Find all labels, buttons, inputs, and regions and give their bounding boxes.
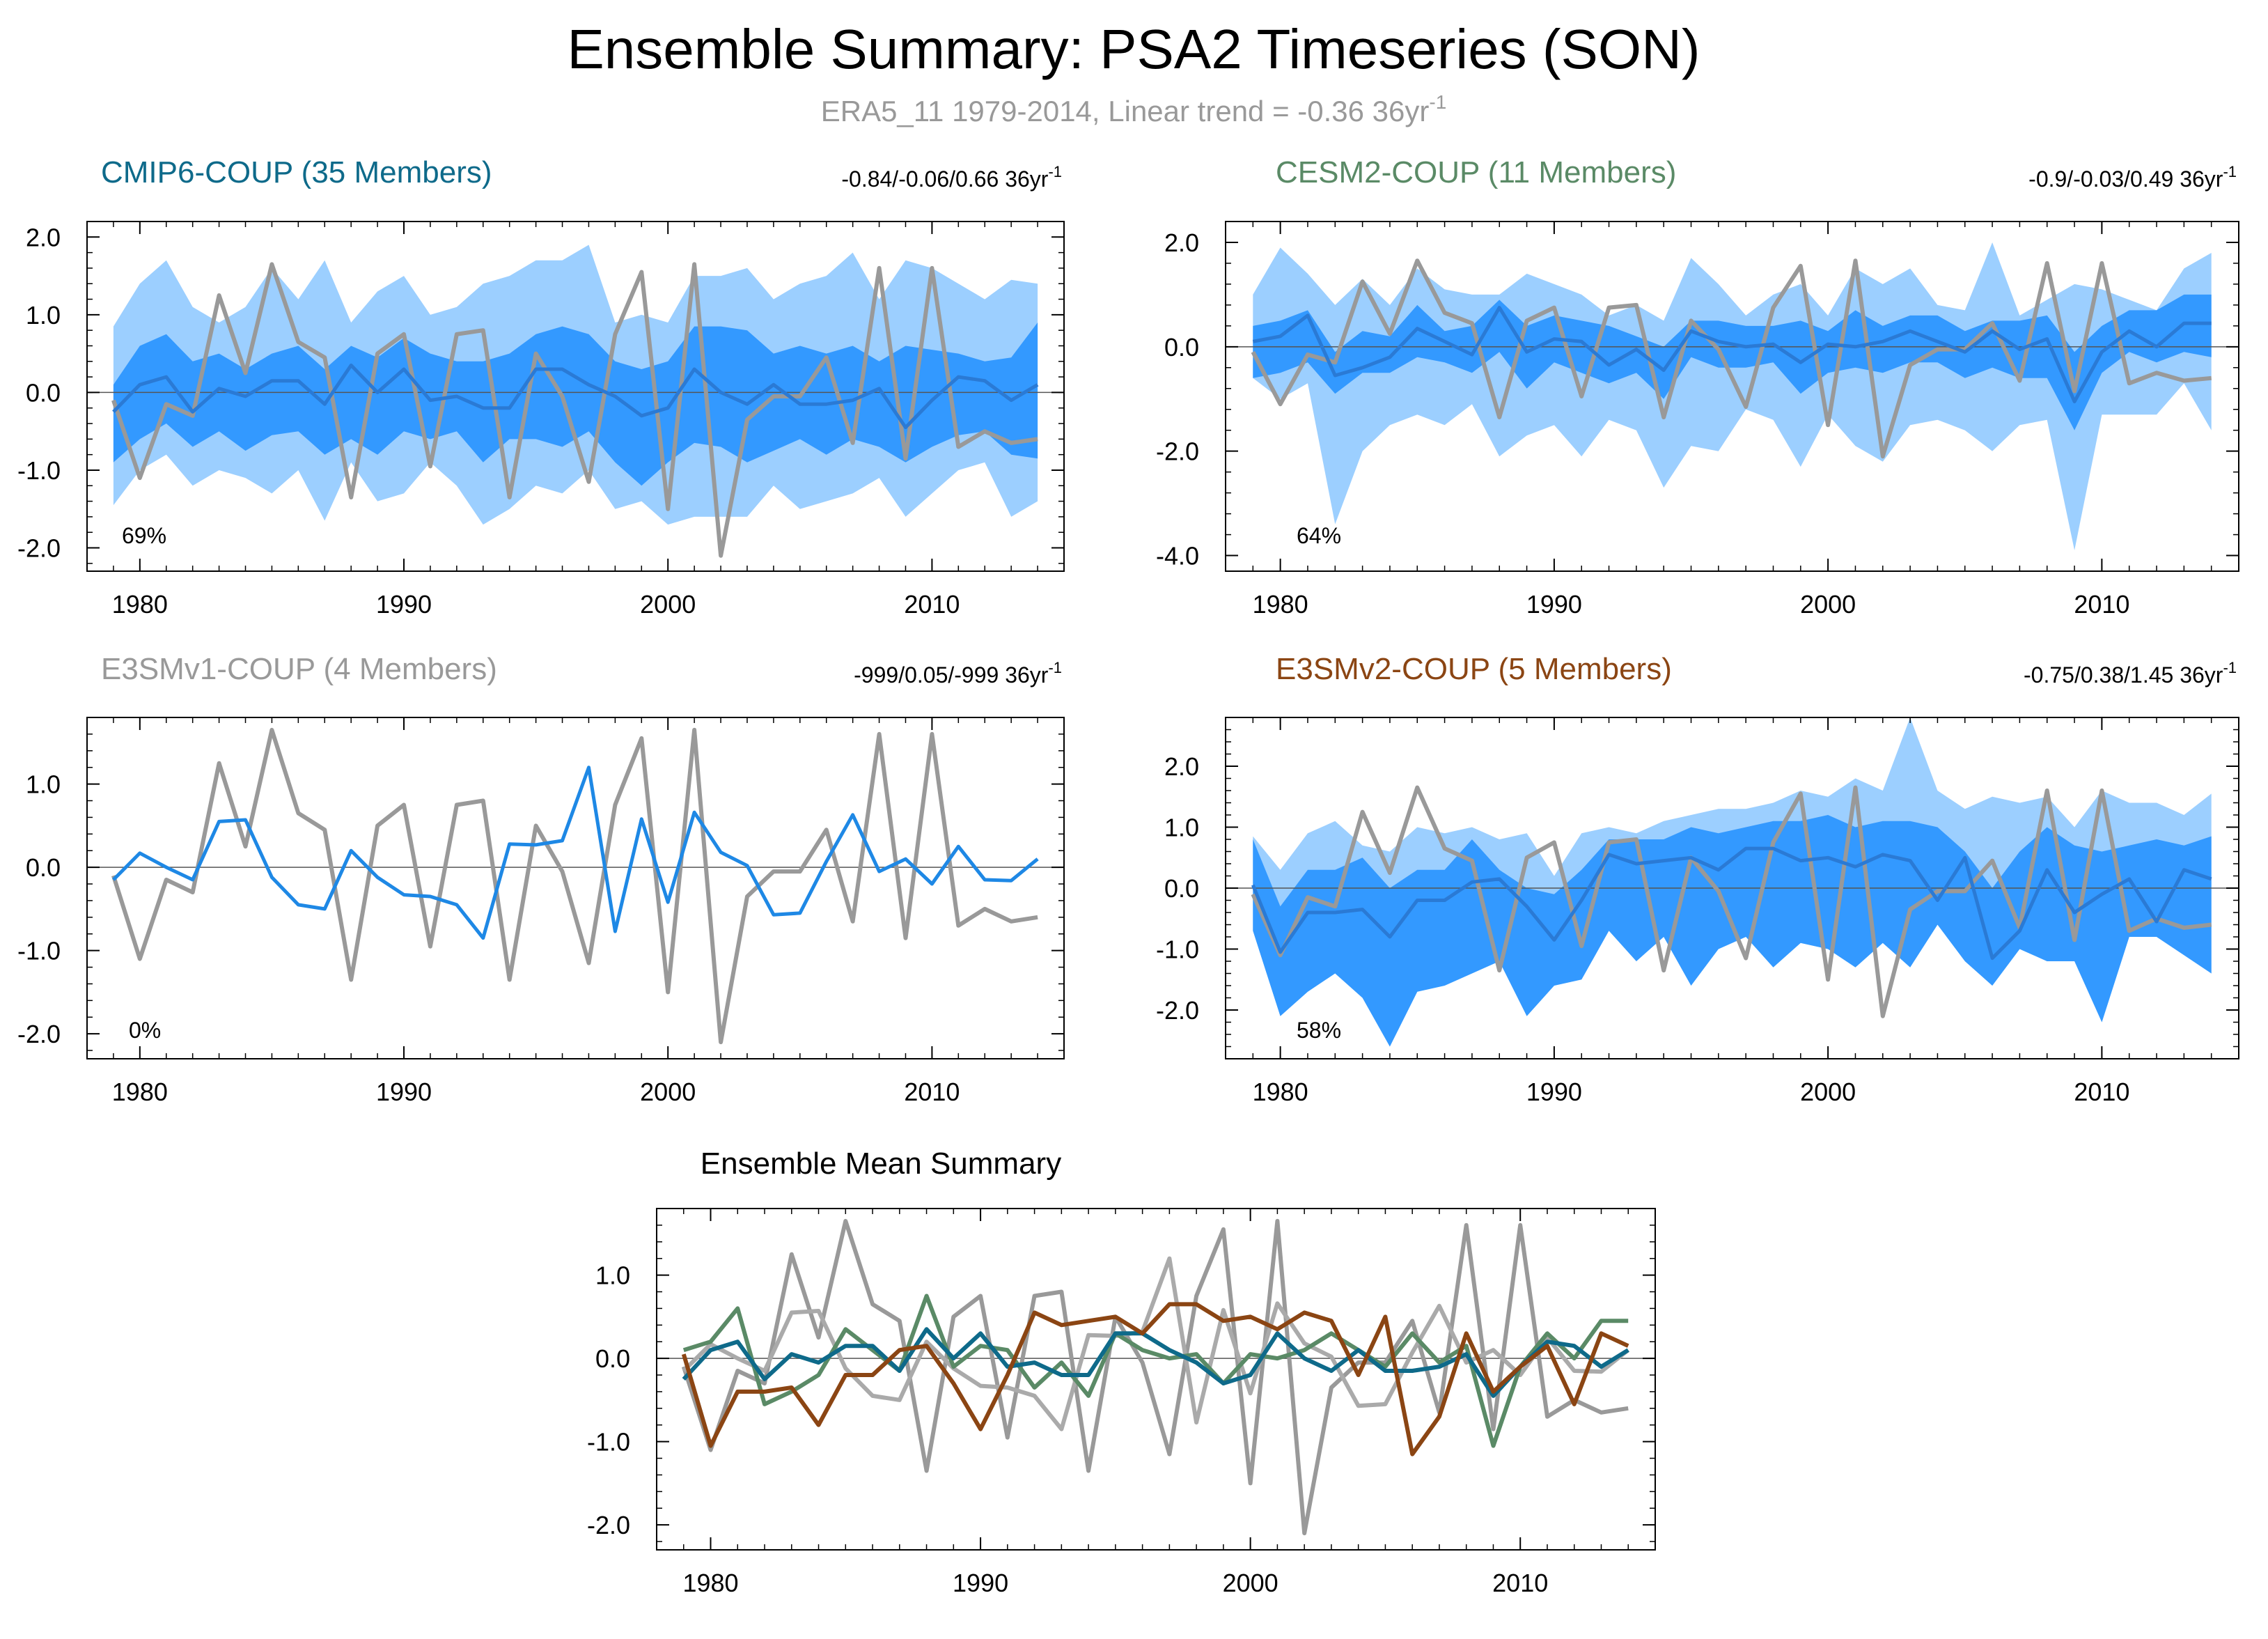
- e3smv1-x-tick-label: 2010: [904, 1078, 960, 1106]
- summary-x-tick-label: 2000: [1223, 1569, 1278, 1597]
- e3smv2-x-tick-label: 2000: [1800, 1078, 1856, 1106]
- e3smv2-trend-label: -0.75/0.38/1.45 36yr-1: [2024, 659, 2237, 688]
- summary-y-tick-label: 1.0: [595, 1261, 630, 1290]
- cesm2-obs-line: [1251, 258, 2212, 459]
- cesm2-mean-line: [1252, 306, 2212, 403]
- e3smv1-pct-label: 0%: [129, 1018, 161, 1043]
- summary-y-tick-label: -1.0: [587, 1428, 630, 1457]
- figure-subtitle: ERA5_11 1979-2014, Linear trend = -0.36 …: [821, 91, 1447, 127]
- summary-title: Ensemble Mean Summary: [701, 1147, 1061, 1181]
- cmip6-pct-label: 69%: [122, 523, 166, 548]
- cesm2-inner-band: [1253, 294, 2212, 430]
- cmip6-title: CMIP6-COUP (35 Members): [101, 155, 492, 189]
- cesm2-x-tick-label: 2000: [1800, 590, 1856, 619]
- cmip6-frame: [86, 221, 1065, 572]
- cesm2-trend-label: -0.9/-0.03/0.49 36yr-1: [2028, 163, 2237, 192]
- cmip6-y-tick-label: -2.0: [17, 534, 61, 563]
- e3smv2-y-tick-label: 1.0: [1164, 814, 1199, 842]
- e3smv2-trend-text: -0.75/0.38/1.45 36yr: [2024, 662, 2223, 688]
- summary-series-cmip6-coup: [682, 1327, 1629, 1398]
- summary-x-tick-label: 1980: [682, 1569, 738, 1597]
- summary-series-era5-11: [681, 1218, 1629, 1536]
- cesm2-trend-text: -0.9/-0.03/0.49 36yr: [2028, 166, 2223, 192]
- e3smv2-y-tick-label: 2.0: [1164, 752, 1199, 781]
- cmip6-y-tick-label: 1.0: [26, 301, 61, 329]
- summary-x-tick-label: 1990: [953, 1569, 1008, 1597]
- cesm2-panel: CESM2-COUP (11 Members) -0.9/-0.03/0.49 3…: [1156, 155, 2239, 619]
- summary-series-e3smv2-coup: [681, 1302, 1629, 1457]
- cmip6-panel: CMIP6-COUP (35 Members) -0.84/-0.06/0.66 …: [17, 155, 1065, 619]
- e3smv2-trend-sup: -1: [2223, 659, 2237, 676]
- e3smv1-trend-label: -999/0.05/-999 36yr-1: [854, 659, 1062, 688]
- e3smv1-y-tick-label: -1.0: [17, 937, 61, 965]
- e3smv2-inner-band: [1253, 815, 2212, 1047]
- cesm2-y-tick-label: 0.0: [1164, 333, 1199, 362]
- e3smv2-x-tick-label: 1980: [1253, 1078, 1308, 1106]
- cesm2-x-tick-label: 2010: [2074, 590, 2129, 619]
- cesm2-y-tick-label: 2.0: [1164, 228, 1199, 257]
- cmip6-x-tick-label: 1980: [112, 590, 168, 619]
- cmip6-inner-band: [113, 323, 1038, 486]
- cesm2-x-tick-label: 1990: [1526, 590, 1582, 619]
- cesm2-x-tick-label: 1980: [1253, 590, 1308, 619]
- cmip6-trend-text: -0.84/-0.06/0.66 36yr: [841, 166, 1048, 192]
- e3smv2-obs-line: [1251, 785, 2212, 1018]
- e3smv1-frame: [86, 717, 1065, 1059]
- figure-title: Ensemble Summary: PSA2 Timeseries (SON): [567, 18, 1700, 80]
- cesm2-frame: [1225, 221, 2239, 572]
- e3smv2-y-tick-label: 0.0: [1164, 874, 1199, 903]
- e3smv1-panel: E3SMv1-COUP (4 Members) -999/0.05/-999 36…: [17, 652, 1065, 1106]
- e3smv2-panel: E3SMv2-COUP (5 Members) -0.75/0.38/1.45 3…: [1156, 652, 2239, 1106]
- cmip6-trend-label: -0.84/-0.06/0.66 36yr-1: [841, 163, 1062, 192]
- summary-x-tick-label: 2010: [1492, 1569, 1548, 1597]
- cmip6-mean-line: [112, 363, 1039, 430]
- e3smv1-mean-line: [112, 766, 1039, 940]
- cmip6-y-tick-label: 2.0: [26, 223, 61, 251]
- e3smv1-trend-sup: -1: [1048, 659, 1062, 676]
- summary-y-tick-label: -2.0: [587, 1511, 630, 1539]
- figure-subtitle-text: ERA5_11 1979-2014, Linear trend = -0.36 …: [821, 95, 1430, 127]
- cesm2-title: CESM2-COUP (11 Members): [1276, 155, 1676, 189]
- cmip6-y-tick-label: 0.0: [26, 378, 61, 407]
- e3smv2-title: E3SMv2-COUP (5 Members): [1276, 652, 1672, 686]
- e3smv2-x-tick-label: 2010: [2074, 1078, 2129, 1106]
- e3smv1-y-tick-label: -2.0: [17, 1020, 61, 1048]
- e3smv2-pct-label: 58%: [1297, 1018, 1341, 1043]
- cmip6-x-tick-label: 2010: [904, 590, 960, 619]
- e3smv1-x-tick-label: 2000: [640, 1078, 696, 1106]
- e3smv2-mean-line: [1251, 846, 2212, 961]
- e3smv1-y-tick-label: 0.0: [26, 853, 61, 882]
- e3smv2-x-tick-label: 1990: [1526, 1078, 1582, 1106]
- e3smv1-x-tick-label: 1980: [112, 1078, 168, 1106]
- cesm2-pct-label: 64%: [1297, 523, 1341, 548]
- e3smv1-title: E3SMv1-COUP (4 Members): [101, 652, 497, 686]
- e3smv2-y-tick-label: -1.0: [1156, 935, 1199, 964]
- cesm2-y-tick-label: -4.0: [1156, 542, 1199, 570]
- summary-y-tick-label: 0.0: [595, 1344, 630, 1373]
- e3smv1-trend-text: -999/0.05/-999 36yr: [854, 662, 1049, 688]
- e3smv2-y-tick-label: -2.0: [1156, 996, 1199, 1025]
- e3smv1-y-tick-label: 1.0: [26, 770, 61, 799]
- summary-panel: Ensemble Mean Summary 1980 1990 2000 2010 1.0…: [587, 1147, 1656, 1597]
- cmip6-x-tick-label: 2000: [640, 590, 696, 619]
- cmip6-obs-line: [111, 262, 1038, 558]
- cmip6-trend-sup: -1: [1048, 163, 1062, 180]
- summary-frame: [656, 1208, 1656, 1551]
- cesm2-trend-sup: -1: [2223, 163, 2237, 180]
- cmip6-x-tick-label: 1990: [376, 590, 432, 619]
- e3smv1-x-tick-label: 1990: [376, 1078, 432, 1106]
- cmip6-y-tick-label: -1.0: [17, 456, 61, 485]
- cesm2-y-tick-label: -2.0: [1156, 437, 1199, 466]
- figure-subtitle-sup: -1: [1429, 91, 1446, 113]
- panels: CMIP6-COUP (35 Members) -0.84/-0.06/0.66 …: [17, 155, 2239, 1597]
- e3smv1-obs-line: [111, 727, 1038, 1045]
